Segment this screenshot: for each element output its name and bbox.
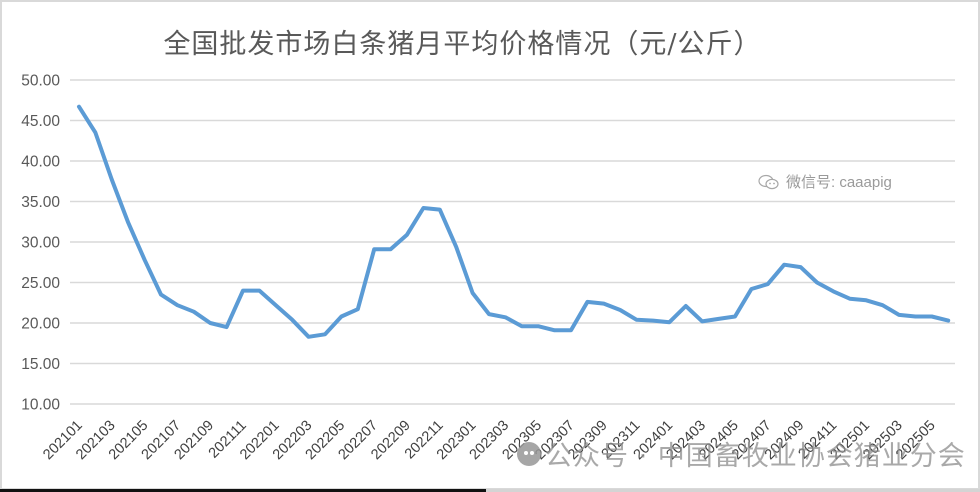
price-line	[77, 104, 951, 339]
y-tick-label: 35.00	[21, 194, 60, 211]
y-axis-labels: 10.00 15.00 20.00 25.00 30.00 35.00 40.00 45.00…	[21, 73, 60, 414]
bottom-edge	[0, 489, 486, 492]
chart-title: 全国批发市场白条猪月平均价格情况（元/公斤）	[163, 29, 762, 60]
y-tick-label: 45.00	[21, 113, 60, 130]
bottom-edge-light	[486, 489, 980, 492]
account-watermark: 公众号 · 中国畜牧业协会猪业分会	[517, 434, 966, 473]
wechat-id-text: 微信号: caaapig	[786, 174, 892, 191]
y-tick-label: 25.00	[21, 275, 60, 292]
y-tick-label: 40.00	[21, 154, 60, 171]
y-tick-label: 30.00	[21, 235, 60, 252]
y-tick-label: 15.00	[21, 356, 60, 373]
wechat-icon	[758, 174, 779, 189]
y-tick-label: 10.00	[21, 397, 60, 414]
wechat-watermark: 微信号: caaapig	[758, 171, 892, 192]
y-tick-label: 20.00	[21, 316, 60, 333]
gridlines	[70, 79, 955, 405]
y-tick-label: 50.00	[21, 73, 60, 90]
wechat-logo-icon	[517, 441, 541, 466]
account-watermark-text: 公众号 · 中国畜牧业协会猪业分会	[545, 441, 966, 472]
